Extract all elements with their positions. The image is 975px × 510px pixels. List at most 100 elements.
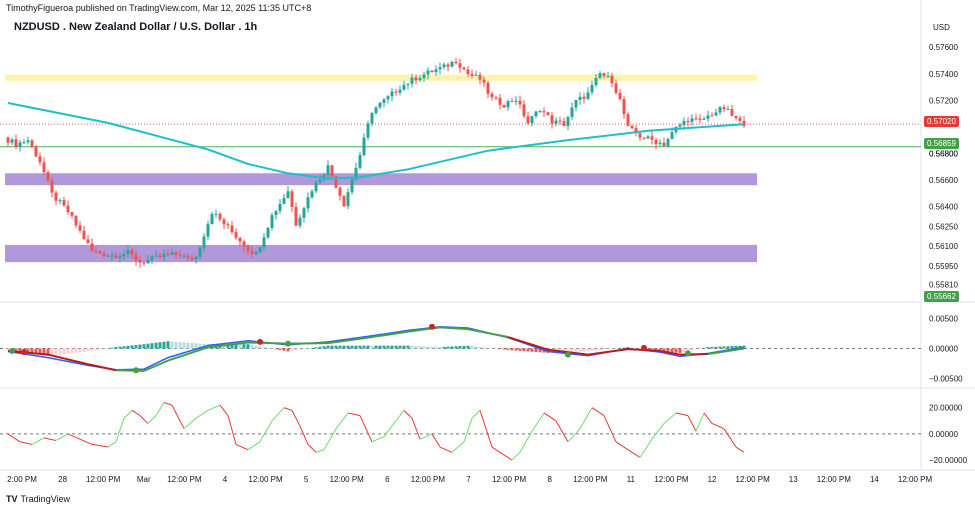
candle-body [690,118,694,122]
candle-body [534,111,538,117]
symbol-title: NZDUSD . New Zealand Dollar / U.S. Dolla… [14,21,258,33]
oscillator-segment [299,425,309,445]
candle-body [658,142,662,144]
candle-body [10,139,14,143]
candle-body [174,252,178,255]
candle-body [678,125,682,127]
candle-body [542,111,546,113]
macd-histogram-bar [514,348,518,351]
candle-body [742,120,746,126]
candle-body [422,74,426,79]
time-tick-label: 6 [385,475,390,484]
macd-histogram-bar [250,344,254,349]
oscillator-segment [207,404,221,411]
time-tick-label: 14 [870,475,879,484]
oscillator-segment [323,428,337,450]
macd-histogram-bar [714,346,718,349]
oscillator-segment [703,412,713,424]
time-tick-label: 12:00 PM [492,475,527,484]
candle-body [438,67,442,70]
candle-body [458,63,462,68]
macd-histogram-bar [54,348,58,355]
candle-body [154,255,158,257]
oscillator-segment [291,410,301,427]
oscillator-segment [567,428,581,443]
macd-histogram-bar [522,348,526,352]
macd-pane[interactable] [0,323,921,374]
signal-line-segment [679,352,709,356]
candle-body [442,64,446,68]
candle-body [254,252,258,255]
oscillator-segment [451,441,465,453]
macd-histogram-bar [350,345,354,349]
candle-body [654,139,658,144]
macd-histogram-bar [154,342,158,349]
signal-line-segment [247,341,289,345]
signal-line-segment [587,348,629,356]
candle-body [86,239,90,244]
candle-body [498,97,502,105]
candle-body [30,140,34,147]
cross-point [429,323,435,330]
macd-histogram-bar [190,343,194,349]
cross-point [133,367,139,374]
candle-body [250,250,254,255]
oscillator-segment [79,438,93,445]
macd-histogram-bar [198,343,202,349]
oscillator-segment [131,409,141,417]
macd-histogram-bar [134,344,138,349]
oscillator-segment [431,433,441,448]
candle-body [162,253,166,258]
candle-body [34,146,38,157]
time-tick-label: 12:00 PM [330,475,365,484]
oscillator-pane[interactable] [0,402,921,461]
macd-histogram-bar [382,345,386,349]
macd-histogram-bar [42,348,46,356]
macd-histogram-bar [86,348,90,352]
oscillator-tick-label: −20.00000 [929,456,968,465]
macd-histogram-bar [122,346,126,349]
macd-histogram-bar [310,347,314,349]
candle-body [726,109,730,111]
macd-histogram-bar [474,346,478,349]
candle-body [210,214,214,225]
macd-histogram-bar [246,344,250,349]
macd-histogram-bar [574,348,578,352]
resistance-band [5,74,757,81]
macd-histogram-bar [598,348,602,351]
candle-body [734,115,738,119]
candle-body [374,107,378,114]
candle-body [646,136,650,139]
candle-body [462,67,466,70]
candle-body [482,79,486,83]
candle-body [138,260,142,263]
candle-body [274,210,278,216]
candle-body [234,232,238,238]
candle-body [106,255,110,257]
macd-histogram-bar [78,348,82,353]
macd-histogram-bar [578,348,582,352]
candle-body [82,230,86,240]
oscillator-segment [371,436,385,443]
time-tick-label: 12:00 PM [736,475,771,484]
macd-histogram-bar [270,348,274,350]
macd-histogram-bar [330,345,334,349]
tradingview-logo[interactable]: TV TradingView [6,494,70,504]
candle-body [474,74,478,76]
macd-histogram-bar [478,346,482,349]
oscillator-segment [511,451,521,461]
candle-body [618,92,622,100]
candle-body [66,205,70,213]
oscillator-segment [491,446,505,456]
macd-histogram-bar [366,345,370,349]
macd-histogram-bar [14,348,18,352]
candle-body [306,197,310,209]
macd-histogram-bar [698,348,702,350]
price-pane[interactable] [0,57,921,268]
oscillator-segment [411,418,421,440]
candle-body [718,107,722,113]
time-tick-label: Mar [137,475,151,484]
macd-histogram-bar [306,348,310,350]
candle-body [570,107,574,118]
